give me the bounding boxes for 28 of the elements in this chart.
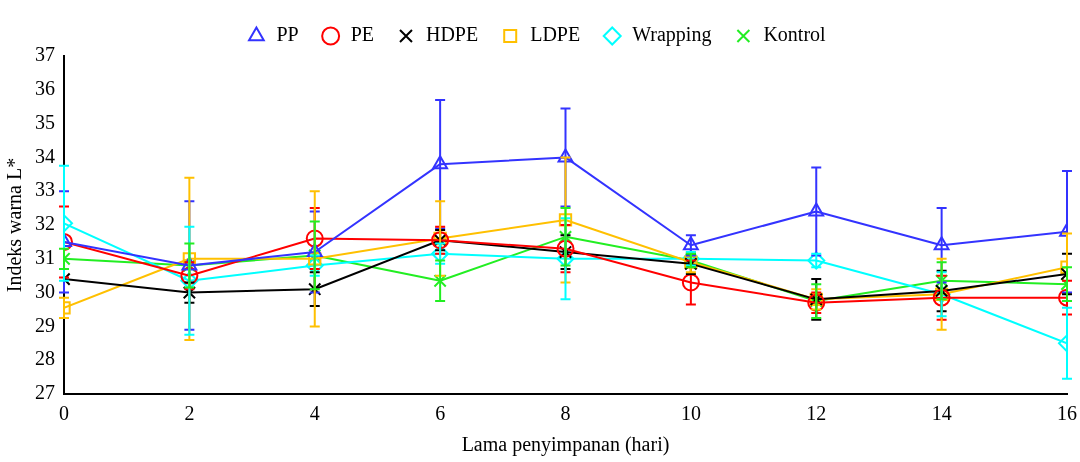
y-tick-label: 31: [35, 246, 55, 269]
y-tick-label: 27: [35, 381, 55, 404]
x-tick-label: 2: [184, 402, 195, 425]
legend-label: PP: [276, 23, 299, 46]
y-tick-label: 35: [35, 110, 55, 133]
x-tick-label: 10: [680, 402, 701, 425]
legend-label: Wrapping: [632, 23, 712, 47]
legend-label: HDPE: [425, 23, 479, 46]
x-tick-label: 0: [59, 402, 69, 425]
y-tick-label: 37: [35, 43, 55, 66]
x-tick-label: 6: [435, 402, 446, 425]
y-tick-label: 33: [35, 178, 55, 201]
y-tick-label: 28: [35, 347, 55, 370]
legend-label: PE: [350, 23, 374, 46]
y-tick-label: 29: [35, 313, 55, 336]
y-tick-label: 34: [35, 144, 55, 167]
y-tick-label: 32: [35, 212, 55, 235]
x-axis-title: Lama penyimpanan (hari): [461, 433, 670, 457]
legend-label: LDPE: [530, 23, 581, 46]
legend-label: Kontrol: [763, 23, 827, 46]
x-tick-label: 14: [931, 402, 952, 425]
x-tick-label: 8: [560, 402, 571, 425]
y-tick-label: 30: [35, 279, 55, 302]
x-tick-label: 12: [806, 402, 827, 425]
x-tick-label: 16: [1057, 402, 1077, 425]
y-tick-label: 36: [35, 77, 55, 100]
x-tick-label: 4: [309, 402, 320, 425]
y-axis-title: Indeks warna L*: [3, 157, 26, 293]
